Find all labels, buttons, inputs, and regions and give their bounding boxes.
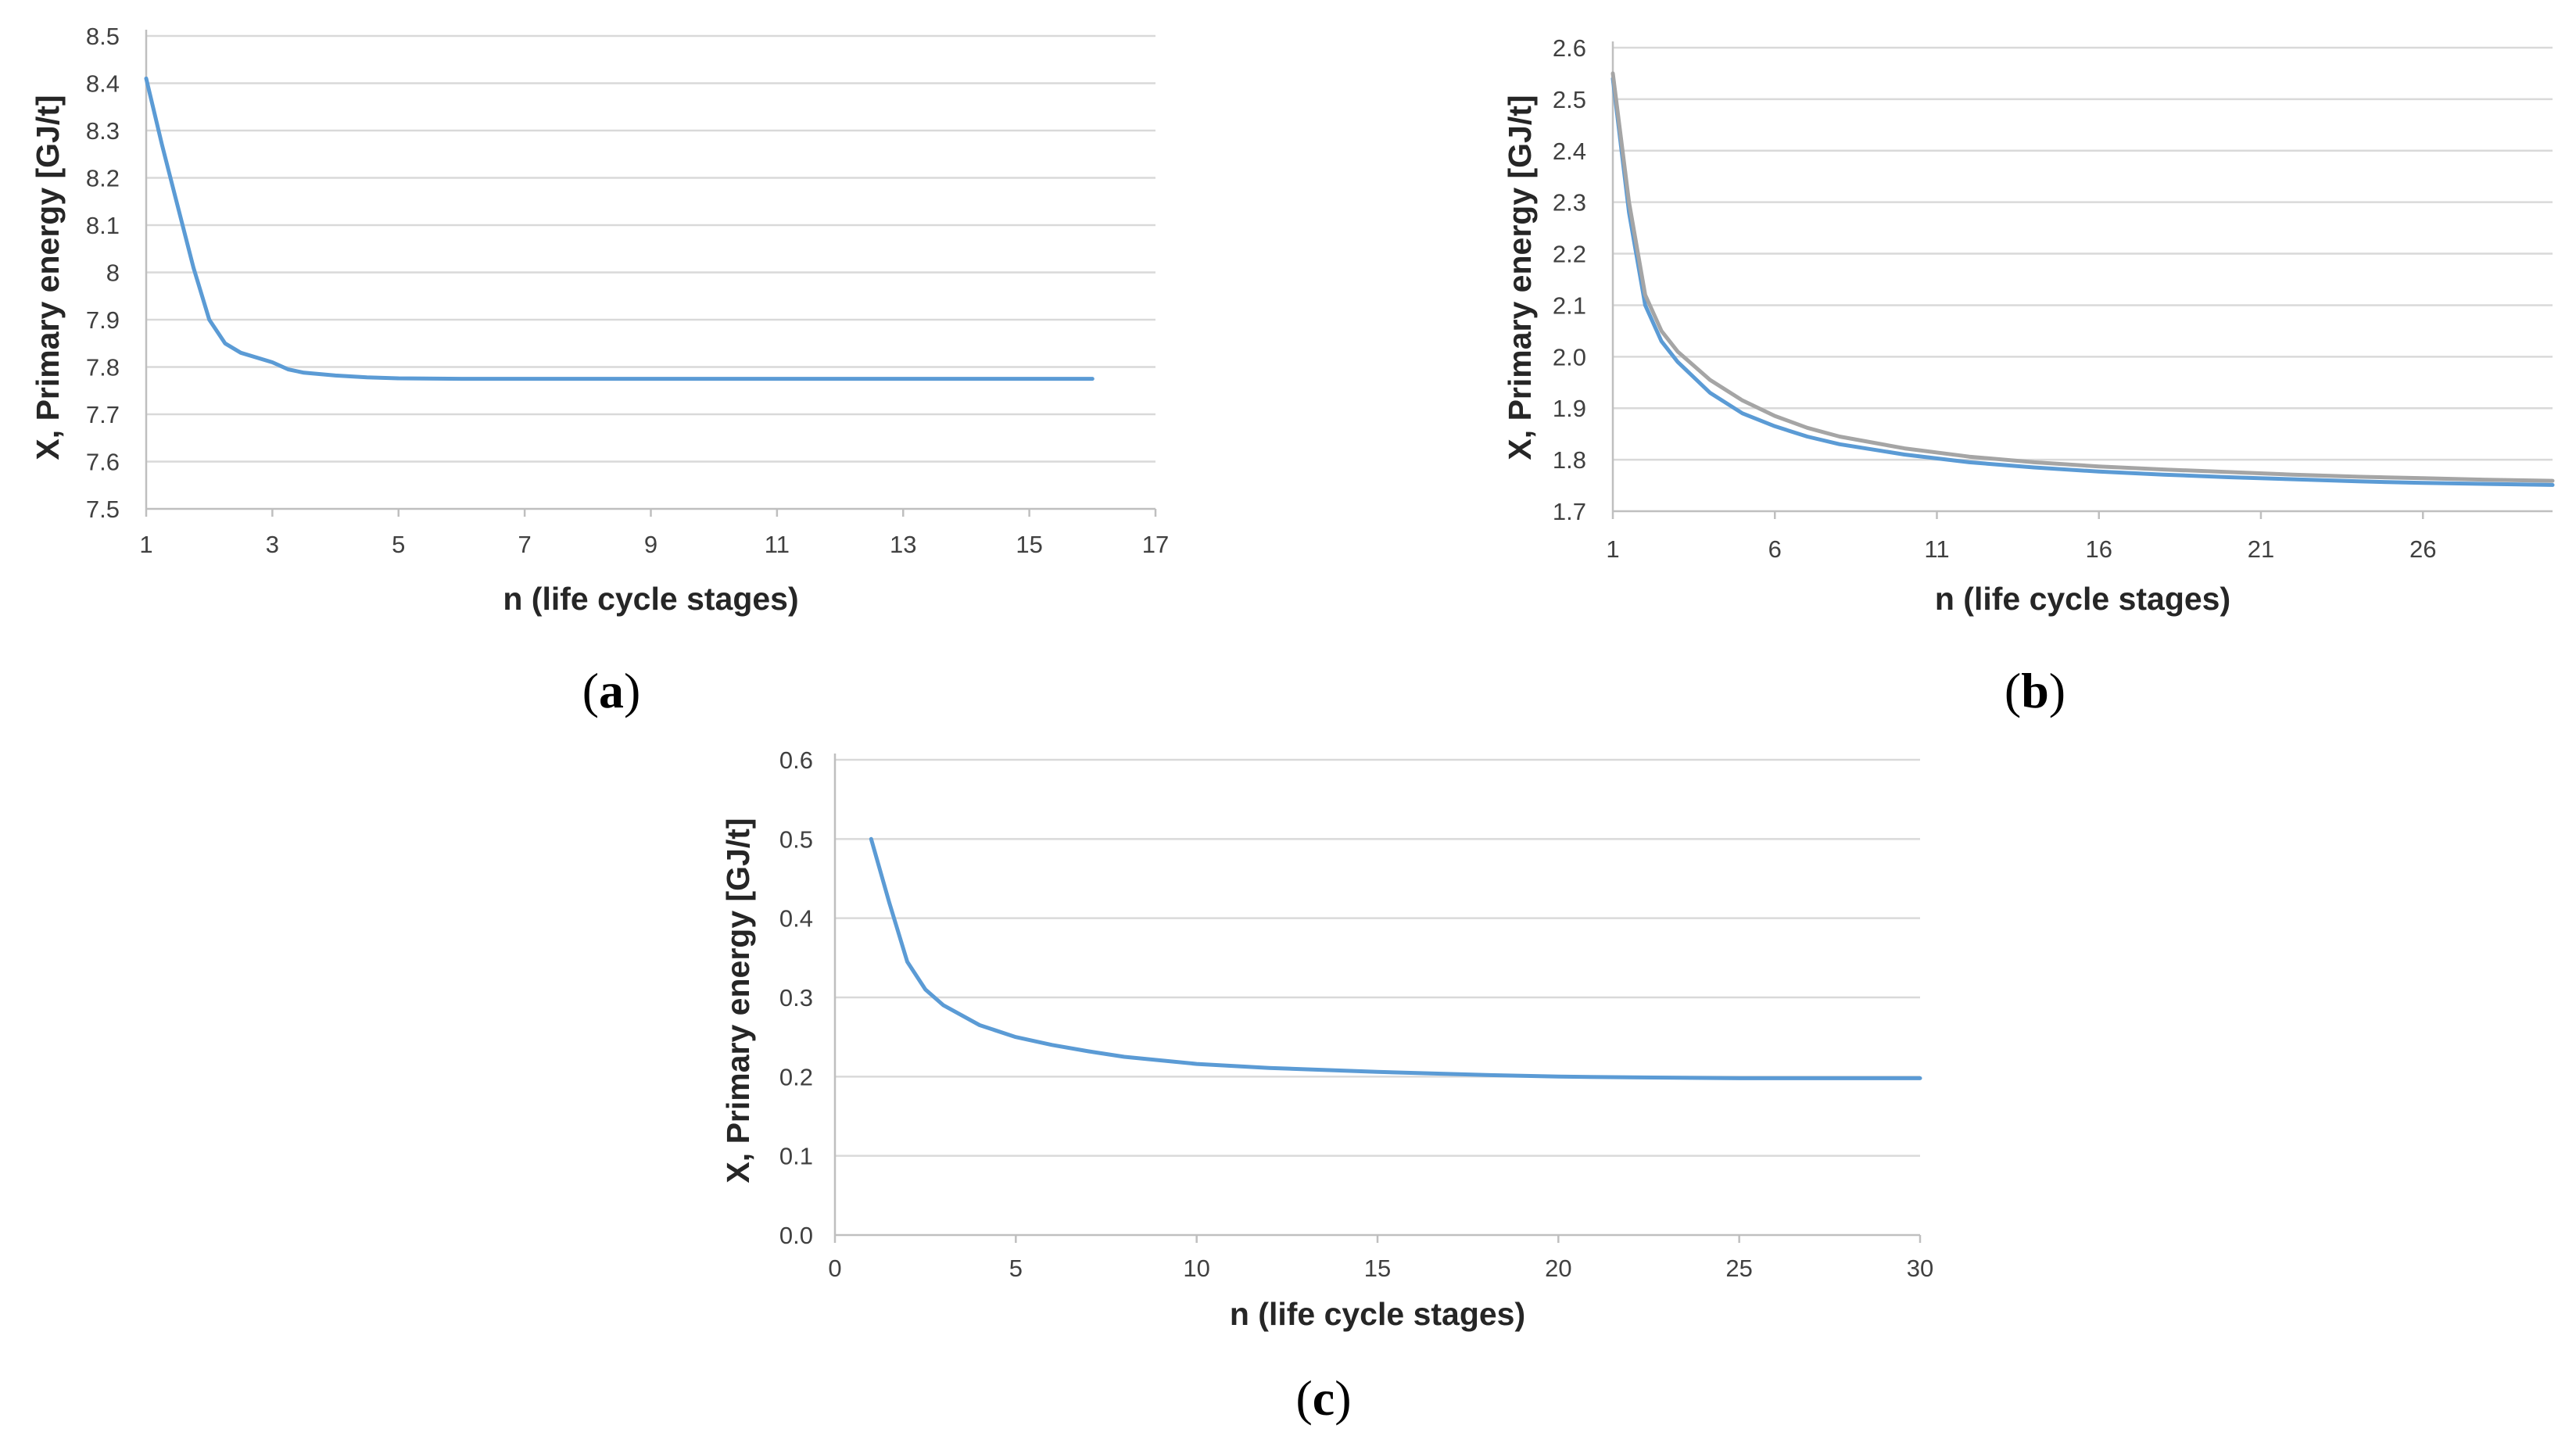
series-line-1 [144, 76, 1095, 381]
y-tick-label: 2.0 [1553, 343, 1586, 371]
y-tick-label: 7.9 [86, 306, 120, 334]
y-tick-label: 8 [106, 260, 120, 287]
x-tick-label: 7 [518, 531, 532, 558]
x-tick-label: 26 [2409, 535, 2436, 563]
x-tick-label: 13 [890, 531, 916, 558]
x-tick-label: 21 [2248, 535, 2274, 563]
panel-label: (c) [1295, 1370, 1351, 1426]
y-tick-label: 0.2 [779, 1063, 813, 1090]
y-tick-label: 8.5 [86, 23, 120, 50]
y-tick-label: 8.4 [86, 70, 120, 98]
y-tick-label: 1.9 [1553, 395, 1586, 422]
x-tick-label: 16 [2085, 535, 2112, 563]
y-axis-title: X, Primary energy [GJ/t] [30, 95, 66, 460]
series-line-1 [1610, 77, 2555, 487]
x-tick-label: 9 [644, 531, 657, 558]
y-tick-label: 8.2 [86, 165, 120, 192]
x-tick-label: 6 [1768, 535, 1782, 563]
y-axis-title: X, Primary energy [GJ/t] [720, 818, 756, 1183]
x-tick-label: 3 [266, 531, 279, 558]
x-axis-title: n (life cycle stages) [503, 581, 798, 617]
y-tick-label: 2.1 [1553, 292, 1586, 319]
x-axis-title: n (life cycle stages) [1230, 1296, 1525, 1332]
x-tick-label: 1 [1606, 535, 1619, 563]
y-axis-title: X, Primary energy [GJ/t] [1502, 95, 1538, 460]
y-tick-label: 2.3 [1553, 189, 1586, 217]
series-line-2 [1610, 71, 2555, 483]
x-tick-label: 15 [1364, 1255, 1391, 1282]
x-tick-label: 10 [1183, 1255, 1209, 1282]
x-tick-label: 20 [1545, 1255, 1571, 1282]
series-line-1 [869, 836, 1922, 1080]
y-tick-label: 7.6 [86, 449, 120, 476]
y-tick-label: 0.3 [779, 984, 813, 1011]
x-axis-title: n (life cycle stages) [1935, 581, 2230, 617]
x-tick-label: 11 [1924, 535, 1949, 563]
y-tick-label: 7.8 [86, 354, 120, 381]
x-tick-label: 5 [392, 531, 405, 558]
y-tick-label: 2.2 [1553, 241, 1586, 268]
x-tick-label: 30 [1907, 1255, 1933, 1282]
y-tick-label: 8.1 [86, 212, 120, 239]
x-tick-label: 1 [139, 531, 152, 558]
y-tick-label: 1.8 [1553, 446, 1586, 474]
x-tick-label: 15 [1016, 531, 1042, 558]
panel-c: 0.0 0.1 0.2 0.3 0.4 0.5 0.6 0 5 10 15 20 25 30 n (life… [720, 746, 1933, 1426]
panel-b: 1.71.81.92.02.12.22.32.42.52.61 6 11 16 21 26… [1502, 34, 2555, 718]
x-tick-label: 0 [828, 1255, 841, 1282]
y-tick-label: 1.7 [1553, 498, 1586, 525]
y-tick-label: 0.6 [779, 746, 813, 774]
x-tick-label: 11 [765, 531, 790, 558]
y-tick-label: 7.7 [86, 401, 120, 428]
y-tick-label: 0.1 [779, 1143, 813, 1170]
panel-label: (a) [582, 663, 641, 718]
y-tick-label: 2.5 [1553, 86, 1586, 113]
y-tick-label: 7.5 [86, 496, 120, 523]
y-tick-label: 8.3 [86, 117, 120, 145]
y-tick-label: 2.4 [1553, 138, 1586, 165]
y-tick-label: 0.4 [779, 905, 813, 933]
x-tick-label: 25 [1725, 1255, 1752, 1282]
x-tick-label: 17 [1142, 531, 1169, 558]
y-tick-label: 0.5 [779, 825, 813, 853]
panel-a: 7.57.67.77.87.988.18.28.38.48.51 3 5 7 9 11 13… [30, 23, 1169, 718]
y-tick-label: 2.6 [1553, 34, 1586, 62]
y-tick-label: 0.0 [779, 1222, 813, 1249]
x-tick-label: 5 [1009, 1255, 1023, 1282]
panel-label: (b) [2005, 663, 2065, 718]
